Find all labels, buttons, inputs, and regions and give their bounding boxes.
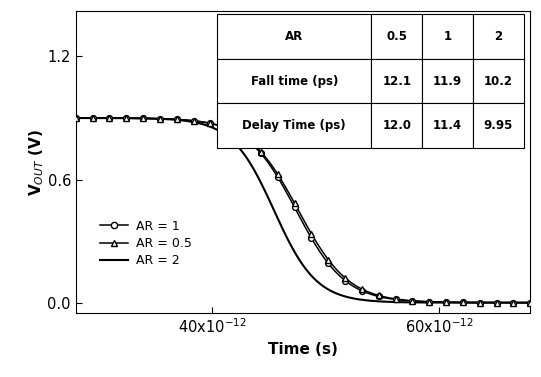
Y-axis label: V$_{OUT}$ (V): V$_{OUT}$ (V) — [27, 129, 46, 196]
Legend: AR = 1, AR = 0.5, AR = 2: AR = 1, AR = 0.5, AR = 2 — [100, 220, 192, 267]
X-axis label: Time (s): Time (s) — [268, 342, 338, 357]
